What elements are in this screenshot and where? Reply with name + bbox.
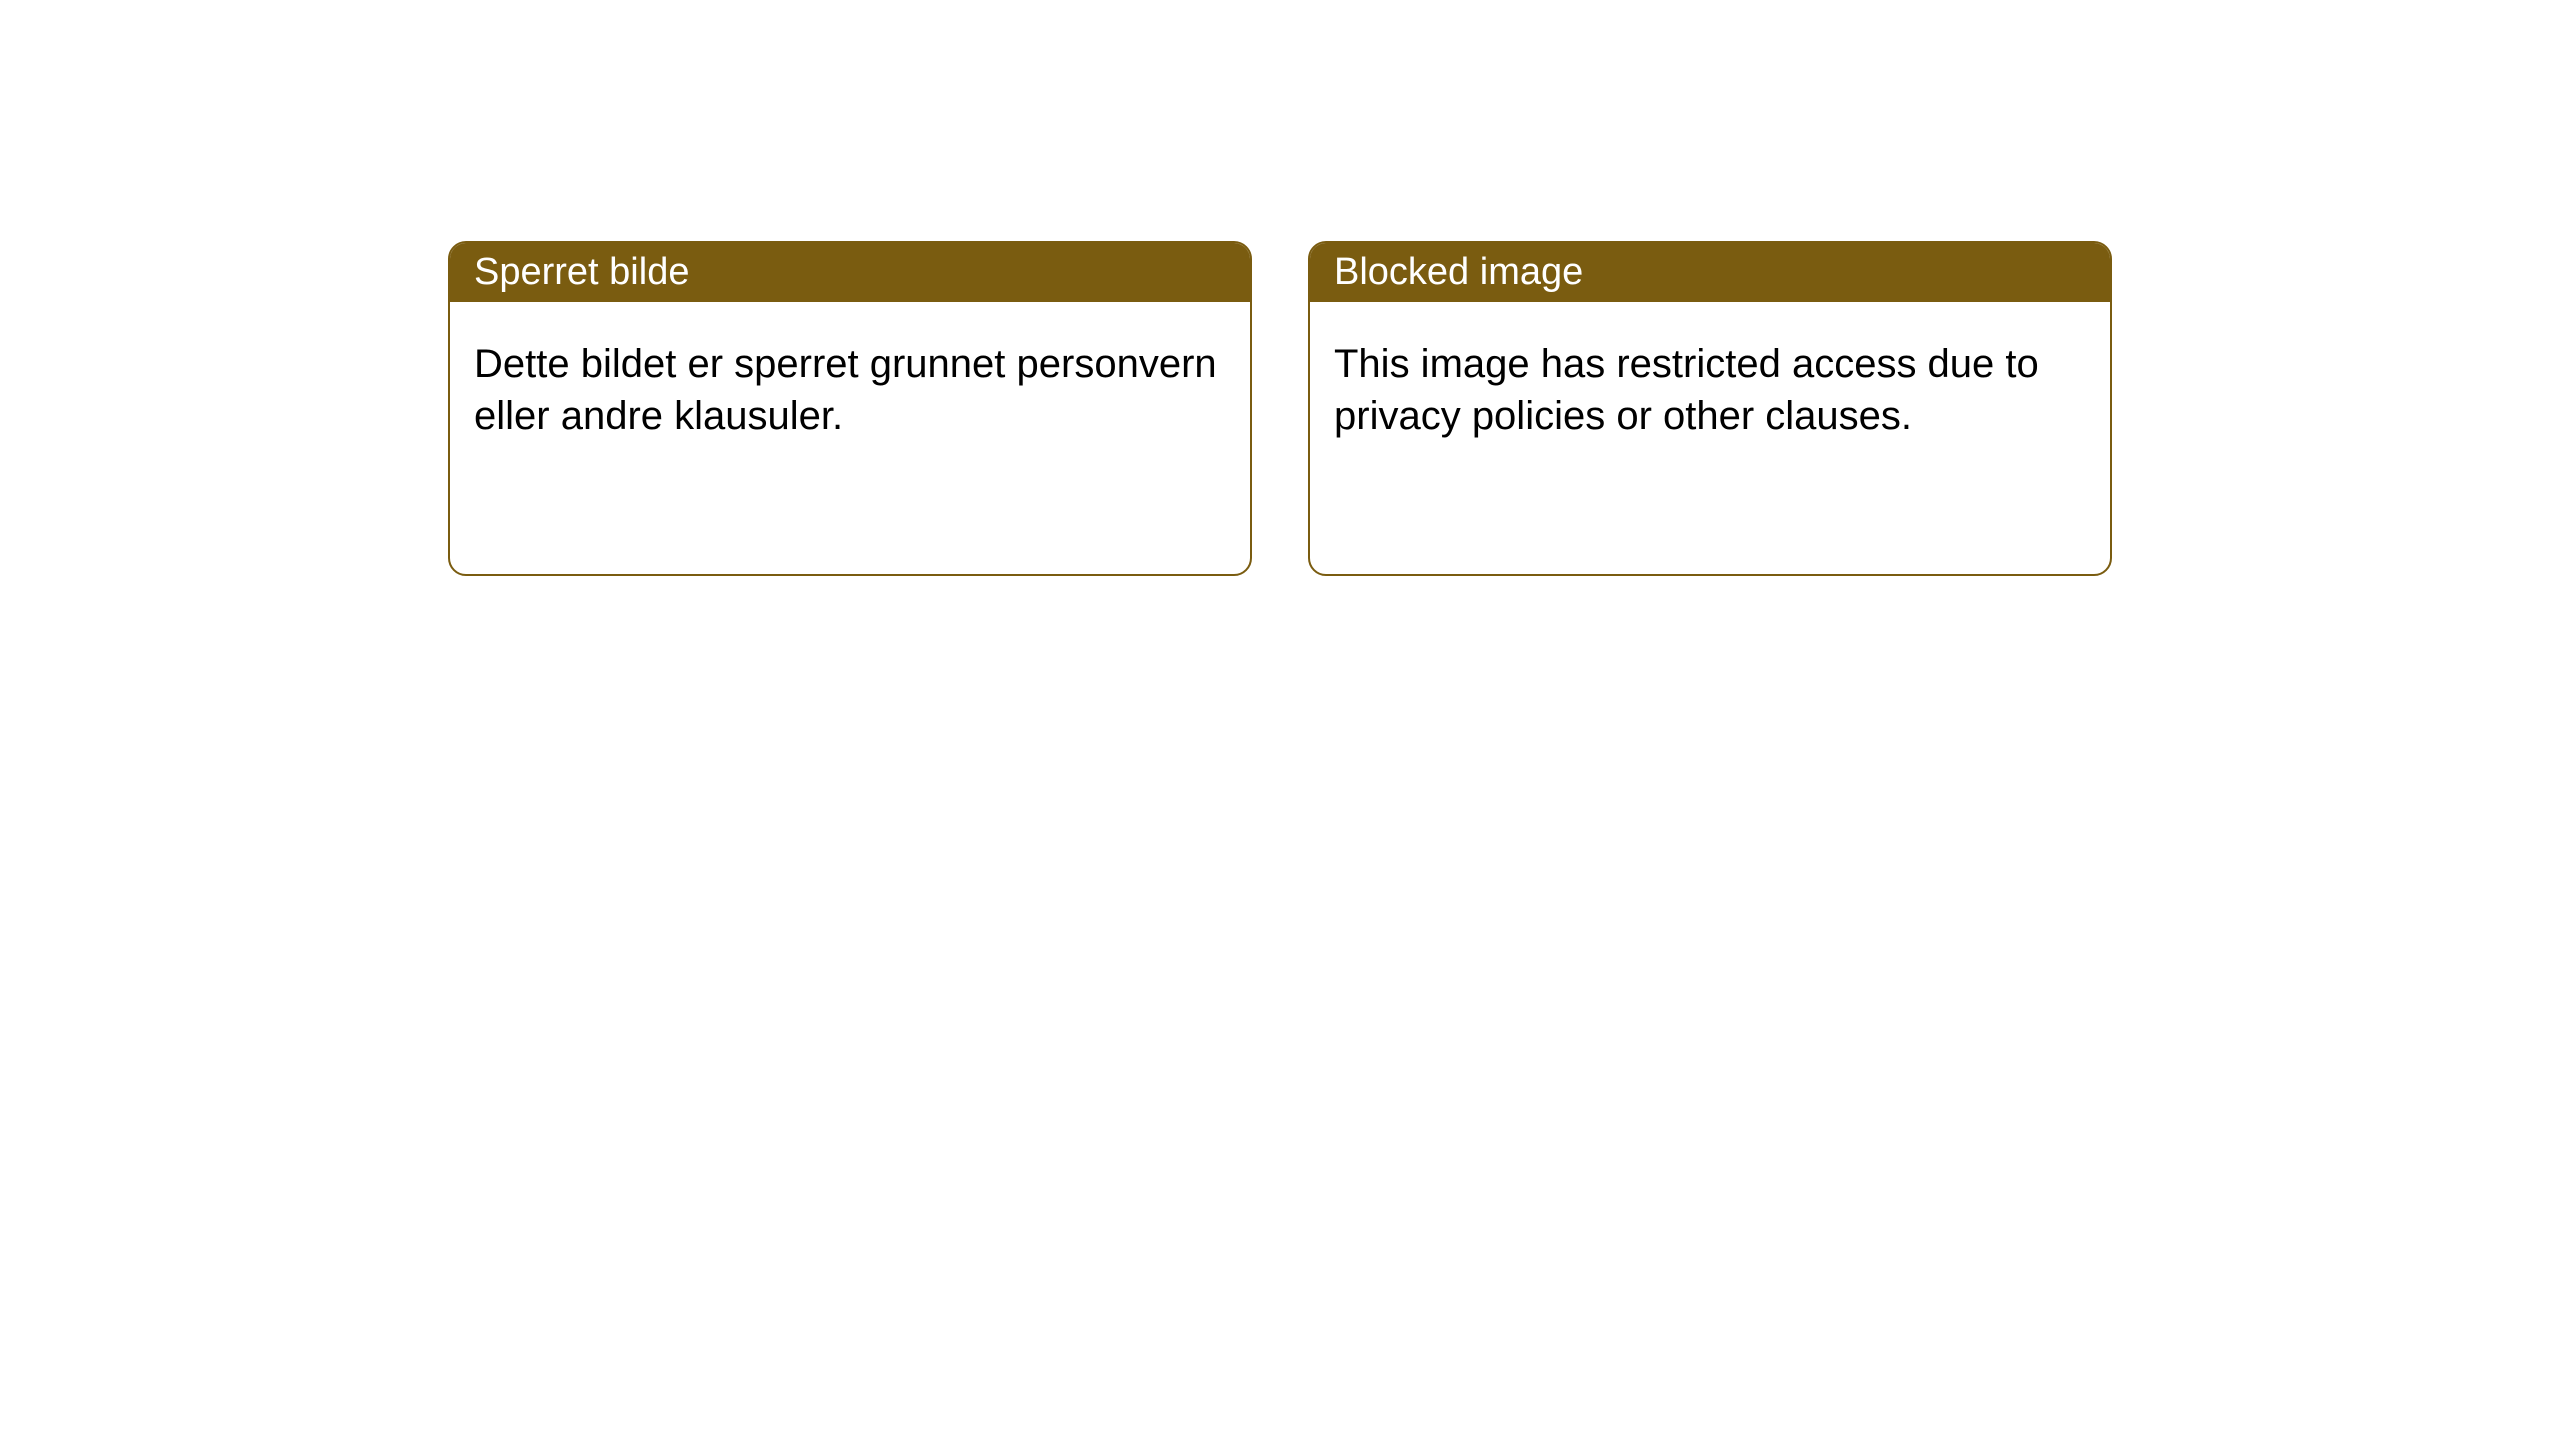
- card-body-text: Dette bildet er sperret grunnet personve…: [474, 342, 1217, 438]
- notice-card-norwegian: Sperret bilde Dette bildet er sperret gr…: [448, 241, 1252, 576]
- card-body: This image has restricted access due to …: [1310, 302, 2110, 478]
- card-title: Blocked image: [1334, 251, 1583, 293]
- card-header: Blocked image: [1310, 243, 2110, 302]
- notice-card-english: Blocked image This image has restricted …: [1308, 241, 2112, 576]
- card-body: Dette bildet er sperret grunnet personve…: [450, 302, 1250, 478]
- card-header: Sperret bilde: [450, 243, 1250, 302]
- card-title: Sperret bilde: [474, 251, 689, 293]
- card-body-text: This image has restricted access due to …: [1334, 342, 2039, 438]
- notice-container: Sperret bilde Dette bildet er sperret gr…: [0, 0, 2560, 576]
